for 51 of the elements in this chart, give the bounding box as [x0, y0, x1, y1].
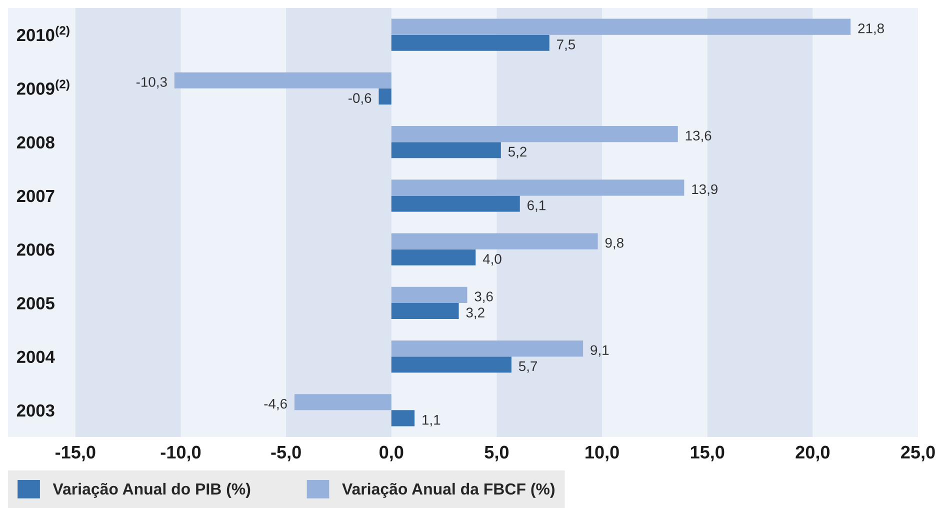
- data-label: 3,6: [474, 292, 493, 304]
- bar: [391, 126, 678, 142]
- bar: [391, 180, 684, 196]
- data-label: -0,6: [348, 93, 372, 105]
- data-label: 7,5: [557, 40, 576, 52]
- y-tick-label: 2008: [16, 136, 54, 149]
- x-tick-label: -5,0: [271, 446, 301, 462]
- legend-label: Variação Anual da FBCF (%): [342, 482, 554, 498]
- bar: [391, 302, 459, 320]
- x-tick-label: 15,0: [690, 446, 724, 462]
- y-tick-label: 2004: [16, 350, 55, 364]
- bar: [391, 18, 851, 35]
- bar: [174, 72, 392, 88]
- x-tick-label: 10,0: [586, 446, 619, 462]
- bar: [391, 233, 598, 250]
- bar: [391, 410, 415, 426]
- x-tick-label: 0,0: [380, 446, 404, 462]
- data-label: 9,1: [590, 345, 609, 357]
- y-tick-label: 2005: [16, 297, 54, 310]
- data-label: 4,0: [482, 254, 502, 266]
- y-tick-label: 2010$^{(2)}$: [16, 26, 70, 42]
- bar: [391, 356, 512, 373]
- data-label: -10,3: [136, 77, 167, 89]
- y-tick-label: 2006: [16, 243, 54, 256]
- bar: [391, 286, 468, 303]
- data-label: 13,9: [692, 184, 718, 196]
- y-tick-label: 2007: [16, 190, 54, 202]
- data-label: 3,2: [466, 308, 484, 320]
- bar: [378, 88, 392, 105]
- x-tick-label: -10,0: [160, 446, 201, 462]
- y-tick-label: 2009$^{(2)}$: [16, 79, 70, 95]
- data-label: 5,7: [518, 361, 538, 373]
- bar: [391, 34, 550, 51]
- bar: [391, 249, 476, 266]
- data-label: 9,8: [605, 238, 624, 250]
- bar: [391, 142, 501, 158]
- bar: [391, 196, 520, 212]
- data-label: 5,2: [508, 146, 526, 158]
- x-tick-label: 25,0: [901, 446, 935, 462]
- x-tick-label: 20,0: [796, 446, 830, 462]
- data-label: 13,6: [686, 130, 712, 142]
- data-label: 6,1: [528, 200, 546, 212]
- data-label: -4,6: [264, 398, 287, 410]
- legend-label: Variação Anual do PIB (%): [52, 482, 250, 498]
- y-tick-label: 2003: [16, 404, 54, 417]
- bar: [391, 340, 584, 357]
- bar: [294, 394, 392, 410]
- x-tick-label: 5,0: [484, 446, 509, 462]
- data-label: 1,1: [422, 415, 440, 426]
- data-label: 21,8: [858, 23, 884, 35]
- x-tick-label: -15,0: [56, 446, 96, 462]
